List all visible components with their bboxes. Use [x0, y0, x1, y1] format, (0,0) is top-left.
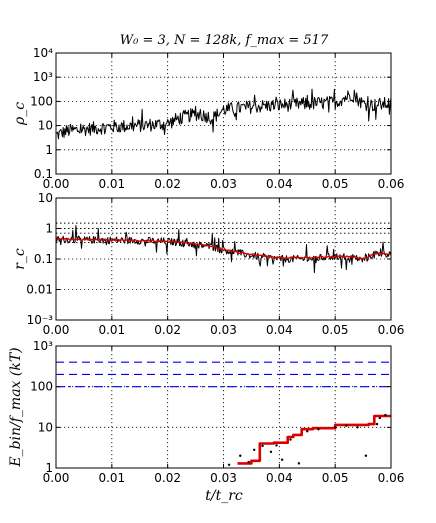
- x-tick-label: 0.05: [322, 471, 349, 485]
- series-line-0: [237, 414, 391, 465]
- x-tick-label: 0.04: [266, 323, 293, 337]
- scatter-point: [306, 430, 309, 433]
- x-tick-label: 0.00: [43, 177, 70, 191]
- scatter-point: [253, 448, 256, 452]
- chart-title: W₀ = 3, N = 128k, f_max = 517: [120, 33, 329, 48]
- scatter-point: [364, 454, 368, 457]
- x-tick-label: 0.03: [210, 323, 237, 337]
- x-tick-label: 0.01: [98, 323, 125, 337]
- x-tick-label: 0.00: [43, 323, 70, 337]
- scatter-point: [239, 454, 242, 457]
- x-tick-label: 0.02: [154, 471, 181, 485]
- scatter-point: [289, 438, 292, 441]
- x-tick-label: 0.01: [98, 177, 125, 191]
- scatter-point: [280, 458, 284, 461]
- scatter-point: [227, 463, 231, 466]
- plot-area: [56, 198, 391, 320]
- y-tick-label: 10: [38, 191, 53, 205]
- x-axis-label: t/t_rc: [205, 488, 243, 504]
- y-tick-label: 10⁴: [33, 46, 53, 60]
- y-tick-label: 10: [38, 420, 53, 434]
- scatter-point: [384, 413, 387, 417]
- scatter-point: [247, 460, 250, 464]
- x-tick-label: 0.02: [154, 323, 181, 337]
- y-tick-label: 1: [45, 222, 53, 236]
- scatter-point: [375, 422, 379, 426]
- scatter-point: [356, 426, 359, 429]
- x-tick-label: 0.02: [154, 177, 181, 191]
- y-axis-label: E_bin/f_max (kT): [8, 347, 24, 467]
- series-line-0: [56, 88, 391, 140]
- x-tick-label: 0.06: [378, 177, 405, 191]
- y-tick-label: 1: [45, 143, 53, 157]
- x-tick-label: 0.05: [322, 177, 349, 191]
- y-tick-label: 100: [30, 94, 53, 108]
- scatter-point: [275, 444, 278, 447]
- y-tick-label: 0.01: [26, 283, 53, 297]
- y-tick-label: 1: [45, 461, 53, 475]
- scatter-point: [269, 450, 273, 454]
- panel-rc: 0.00 0.01 0.02 0.03 0.04 0.05 0.06 10⁻³ 0.01 0.1 1…: [12, 191, 404, 337]
- y-tick-label: 0.1: [34, 167, 53, 181]
- panel-ebin: 0.00 0.01 0.02 0.03 0.04 0.05 0.06 1 10 100 10³ E_b…: [8, 339, 404, 485]
- x-tick-label: 0.03: [210, 177, 237, 191]
- y-tick-label: 10⁻³: [27, 313, 54, 327]
- series-line-0: [56, 225, 391, 274]
- plot-area: [56, 346, 391, 468]
- y-axis-label: r_c: [12, 248, 28, 270]
- plot-area: [56, 53, 391, 174]
- scatter-point: [317, 427, 320, 431]
- x-tick-label: 0.00: [43, 471, 70, 485]
- y-tick-label: 10³: [33, 70, 53, 84]
- scatter-point: [261, 444, 264, 448]
- scatter-point: [297, 462, 301, 465]
- y-axis-label: ρ_c: [12, 102, 28, 126]
- x-tick-label: 0.03: [210, 471, 237, 485]
- x-tick-label: 0.04: [266, 471, 293, 485]
- scatter-point: [333, 426, 337, 429]
- panel-rho: 0.00 0.01 0.02 0.03 0.04 0.05 0.06 0.1 1 10 100 10³…: [12, 46, 404, 191]
- series-line-1: [56, 237, 391, 260]
- y-tick-label: 10³: [33, 339, 53, 353]
- x-tick-label: 0.01: [98, 471, 125, 485]
- y-tick-label: 0.1: [34, 252, 53, 266]
- y-tick-label: 100: [30, 380, 53, 394]
- scatter-point: [345, 424, 348, 427]
- x-tick-label: 0.04: [266, 177, 293, 191]
- x-tick-label: 0.06: [378, 323, 405, 337]
- y-tick-label: 10: [38, 119, 53, 133]
- x-tick-label: 0.05: [322, 323, 349, 337]
- scatter-point: [378, 416, 382, 420]
- x-tick-label: 0.06: [378, 471, 405, 485]
